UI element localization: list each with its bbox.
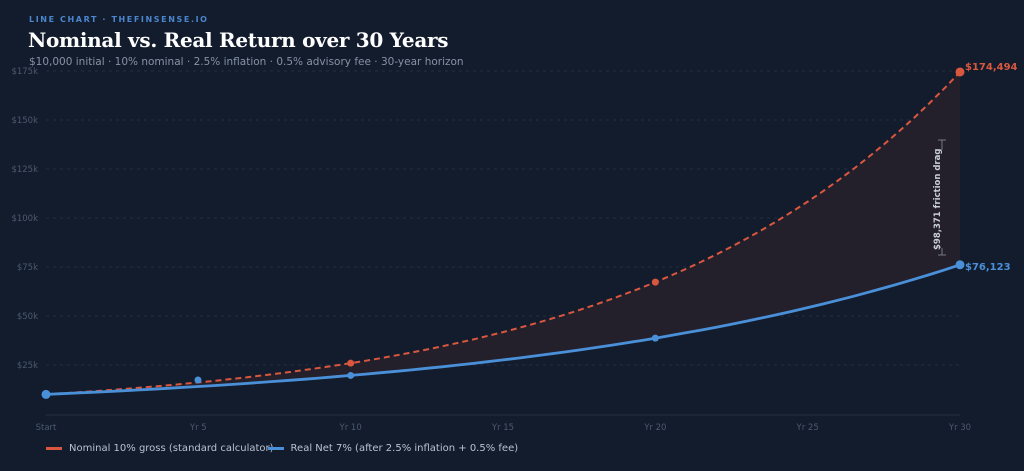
svg-text:$100k: $100k (11, 214, 38, 224)
legend-item-real[interactable]: Real Net 7% (after 2.5% inflation + 0.5%… (267, 443, 519, 454)
chart-eyebrow: LINE CHART · THEFINSENSE.IO (29, 15, 209, 24)
data-point-markers (41, 67, 965, 399)
legend-item-nominal[interactable]: Nominal 10% gross (standard calculator) (46, 443, 274, 454)
svg-text:$75k: $75k (17, 263, 38, 273)
nominal-end-label: $174,494 (965, 62, 1018, 73)
svg-text:$25k: $25k (17, 361, 38, 371)
grid-lines (46, 70, 960, 366)
chart-legend: Nominal 10% gross (standard calculator) … (46, 443, 518, 454)
real-swatch-icon (267, 447, 284, 450)
friction-drag-annotation: $98,371 friction drag (930, 139, 946, 256)
svg-text:$50k: $50k (17, 312, 38, 322)
svg-text:$175k: $175k (11, 67, 38, 77)
nominal-swatch-icon (46, 447, 62, 450)
svg-text:Start: Start (36, 423, 57, 433)
chart-title: Nominal vs. Real Return over 30 Years (28, 28, 449, 52)
svg-text:Yr 30: Yr 30 (948, 423, 971, 433)
x-axis-ticks: Start Yr 5 Yr 10 Yr 15 Yr 20 Yr 25 Yr 30 (36, 423, 971, 433)
svg-text:$150k: $150k (11, 116, 38, 126)
friction-gap-area (46, 72, 960, 395)
svg-text:Yr 5: Yr 5 (189, 423, 207, 433)
chart-subtitle: $10,000 initial · 10% nominal · 2.5% inf… (29, 56, 464, 68)
svg-text:Yr 10: Yr 10 (339, 423, 362, 433)
legend-label-nominal: Nominal 10% gross (standard calculator) (69, 443, 274, 454)
real-series-line (45, 263, 961, 396)
svg-text:Yr 25: Yr 25 (796, 423, 819, 433)
y-axis-ticks: $25k $50k $75k $100k $125k $150k $175k (11, 67, 38, 371)
svg-text:$125k: $125k (11, 165, 38, 175)
friction-drag-label: $98,371 friction drag (933, 149, 943, 250)
real-end-label: $76,123 (965, 262, 1011, 273)
legend-label-real: Real Net 7% (after 2.5% inflation + 0.5%… (290, 443, 519, 454)
svg-text:Yr 15: Yr 15 (491, 423, 514, 433)
svg-text:Yr 20: Yr 20 (643, 423, 666, 433)
